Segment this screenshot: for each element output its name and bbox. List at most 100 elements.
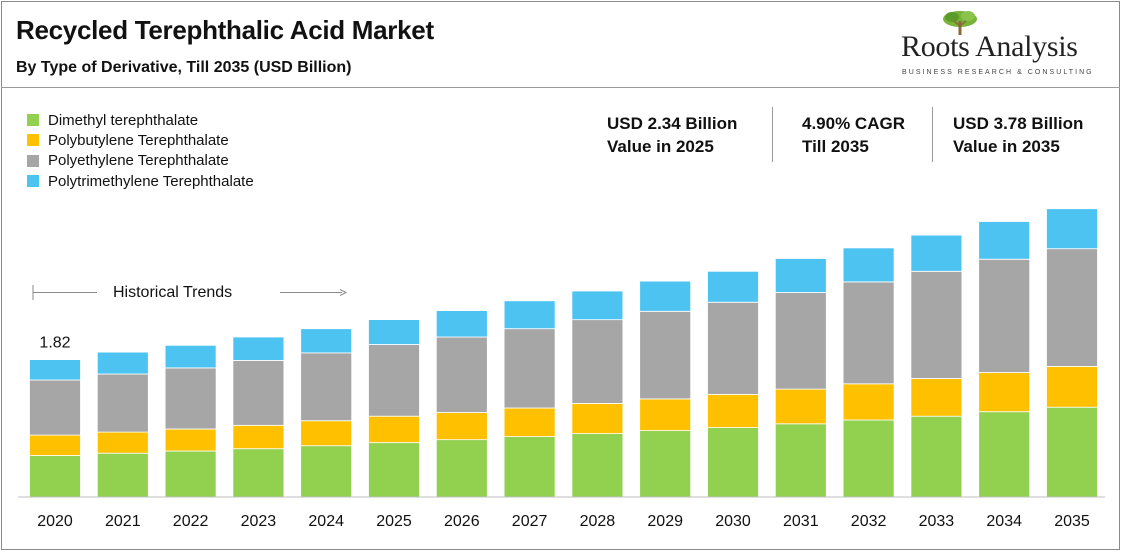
x-tick-label: 2027 — [512, 513, 548, 530]
bar-segment-2032-s1 — [842, 383, 895, 421]
annotation-arrowhead — [339, 289, 348, 296]
bar-segment-2033-s3 — [910, 234, 963, 272]
stat-cagr: 4.90% CAGR Till 2035 — [802, 112, 905, 158]
historical-trend-annotation: Historical Trends — [32, 284, 348, 301]
legend-label: Dimethyl terephthalate — [48, 111, 199, 129]
bar-segment-2022-s0 — [164, 450, 217, 498]
bar-segment-2021-s2 — [96, 373, 149, 433]
bar-segment-2024-s2 — [300, 352, 353, 422]
bar-segment-2025-s0 — [368, 442, 420, 498]
bar-segment-2027-s1 — [503, 407, 556, 437]
bar-segment-2026-s0 — [435, 439, 488, 498]
legend-label: Polytrimethylene Terephthalate — [48, 172, 254, 190]
legend-label: Polybutylene Terephthalate — [48, 131, 229, 149]
bar-segment-2032-s0 — [842, 419, 895, 498]
x-tick-label: 2023 — [241, 513, 277, 530]
bar-segment-2033-s0 — [910, 415, 963, 498]
bar-segment-2034-s0 — [978, 411, 1031, 498]
legend-item: Polyethylene Terephthalate — [27, 151, 254, 171]
bar-segment-2027-s2 — [503, 328, 556, 409]
stat-line: USD 3.78 Billion — [953, 114, 1084, 133]
tree-icon — [943, 11, 977, 35]
stat-divider — [772, 107, 773, 162]
bar-segment-2032-s2 — [842, 281, 895, 385]
bar-segment-2023-s1 — [232, 424, 285, 450]
x-tick-label: 2032 — [851, 513, 887, 530]
legend-swatch — [27, 134, 39, 147]
stat-line: Value in 2025 — [607, 137, 714, 156]
legend-item: Polytrimethylene Terephthalate — [27, 171, 254, 191]
bar-segment-2031-s3 — [774, 258, 827, 293]
bar-segment-2021-s3 — [96, 351, 149, 375]
bar-segment-2035-s2 — [1046, 248, 1098, 367]
bar-segment-2030-s0 — [707, 427, 759, 498]
legend-swatch — [27, 175, 39, 188]
x-tick-label: 2020 — [37, 513, 73, 530]
bar-segment-2026-s1 — [435, 412, 488, 441]
bar-segment-2027-s0 — [503, 436, 556, 498]
stat-line: 4.90% CAGR — [802, 114, 905, 133]
bar-segment-2035-s3 — [1046, 208, 1098, 250]
chart-legend: Dimethyl terephthalate Polybutylene Tere… — [27, 110, 254, 191]
bar-segment-2033-s1 — [910, 378, 963, 417]
bar-segment-2028-s0 — [571, 433, 624, 498]
bar-segment-2034-s3 — [978, 221, 1031, 260]
stat-divider — [932, 107, 933, 162]
bar-segment-2025-s1 — [368, 415, 420, 444]
page-subtitle: By Type of Derivative, Till 2035 (USD Bi… — [16, 59, 352, 76]
bar-segment-2030-s3 — [707, 270, 759, 303]
x-tick-label: 2026 — [444, 513, 480, 530]
x-tick-label: 2028 — [580, 513, 616, 530]
bar-segment-2035-s1 — [1046, 365, 1098, 408]
bar-segment-2030-s2 — [707, 301, 759, 395]
bar-segment-2024-s3 — [300, 328, 353, 354]
bar-segment-2020-s2 — [29, 379, 81, 436]
x-tick-label: 2024 — [308, 513, 344, 530]
x-tick-label: 2022 — [173, 513, 209, 530]
bar-segment-2026-s3 — [435, 310, 488, 338]
bar-segment-2029-s2 — [639, 310, 692, 400]
page-title: Recycled Terephthalic Acid Market — [16, 15, 434, 45]
bar-segment-2028-s3 — [571, 290, 624, 321]
bar-segment-2029-s0 — [639, 430, 692, 498]
bar-segment-2028-s1 — [571, 402, 624, 434]
bar-segment-2025-s3 — [368, 319, 420, 345]
legend-item: Dimethyl terephthalate — [27, 110, 254, 130]
legend-label: Polyethylene Terephthalate — [48, 152, 229, 170]
bar-segment-2030-s1 — [707, 393, 759, 428]
bar-segment-2024-s1 — [300, 420, 353, 447]
bar-segment-2029-s3 — [639, 280, 692, 312]
stat-value-2025: USD 2.34 Billion Value in 2025 — [607, 112, 737, 158]
legend-item: Polybutylene Terephthalate — [27, 130, 254, 150]
bar-segment-2034-s1 — [978, 372, 1031, 413]
bar-segment-2031-s2 — [774, 292, 827, 390]
bar-segment-2022-s3 — [164, 344, 217, 369]
x-tick-labels: 2020 2021 2022 2023 2024 2025 2026 2027 2028 2029… — [37, 513, 1090, 530]
stat-line: Value in 2035 — [953, 137, 1060, 156]
x-tick-label: 2034 — [986, 513, 1022, 530]
bar-segment-2020-s3 — [29, 359, 81, 381]
bar-segment-2026-s2 — [435, 336, 488, 413]
bar-segment-2034-s2 — [978, 258, 1031, 373]
bar-segment-2021-s0 — [96, 452, 149, 498]
bar-segment-2027-s3 — [503, 300, 556, 330]
bar-segment-2023-s0 — [232, 448, 285, 498]
x-tick-label: 2029 — [647, 513, 683, 530]
x-tick-label: 2031 — [783, 513, 819, 530]
bar-segment-2031-s1 — [774, 388, 827, 425]
bar-segment-2021-s1 — [96, 431, 149, 454]
brand-logo: Roots Analysis BUSINESS RESEARCH & CONSU… — [898, 8, 1108, 80]
logo-tagline: BUSINESS RESEARCH & CONSULTING — [902, 69, 1094, 76]
bar-segment-2022-s2 — [164, 367, 217, 430]
legend-swatch — [27, 154, 39, 167]
bar-segment-2031-s0 — [774, 423, 827, 498]
bar-segment-2035-s0 — [1046, 406, 1098, 498]
stat-line: USD 2.34 Billion — [607, 114, 738, 133]
legend-swatch — [27, 114, 39, 127]
bar-segment-2023-s3 — [232, 336, 285, 361]
logo-name: Roots Analysis — [901, 30, 1078, 63]
bar-segment-2020-s1 — [29, 434, 81, 456]
stat-line: Till 2035 — [802, 137, 869, 156]
bar-segment-2029-s1 — [639, 398, 692, 431]
